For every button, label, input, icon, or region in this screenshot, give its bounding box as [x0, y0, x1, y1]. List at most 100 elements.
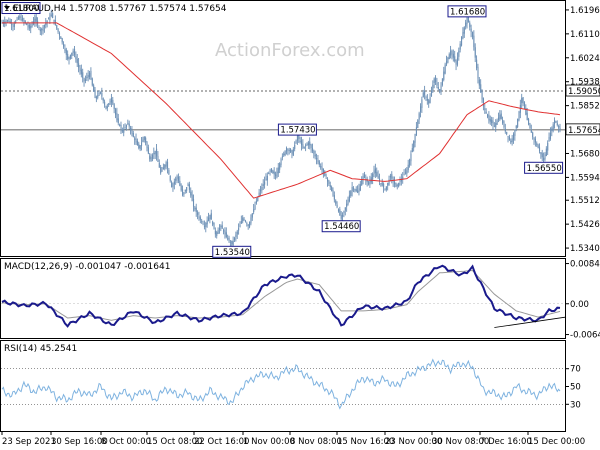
price-label-box [524, 161, 564, 174]
candle-body [301, 140, 303, 146]
candle-body [340, 215, 342, 219]
candle-body [355, 189, 357, 192]
price-label-box [212, 245, 252, 258]
candle-body [321, 167, 323, 171]
candle-body [231, 240, 233, 245]
candle-body [429, 97, 431, 103]
candle-body [521, 97, 523, 103]
candle-body [519, 104, 521, 113]
candle-body [244, 220, 247, 222]
candle-body [533, 137, 535, 140]
price-axis-label: 1.61105 [570, 30, 600, 40]
candle-body [456, 57, 459, 65]
price-label-text: 1.57430 [280, 126, 315, 136]
candle-body [454, 56, 456, 62]
level-axis-label: 1.59050 [568, 87, 600, 97]
candle-body [251, 213, 253, 218]
x-axis-label: 30 Nov 08:00 [432, 437, 489, 447]
candle-body [223, 230, 225, 232]
candle-body [254, 205, 256, 210]
candle-body [206, 220, 208, 225]
candle-body [166, 161, 169, 169]
candle-body [447, 57, 449, 63]
candle-body [89, 72, 91, 77]
candle-body [421, 99, 423, 108]
candle-body [530, 129, 532, 133]
candle-body [497, 117, 500, 120]
candle-body [68, 56, 70, 60]
candle-body [235, 234, 237, 238]
candle-body [45, 22, 47, 26]
candle-body [461, 36, 463, 46]
candle-body [439, 89, 441, 93]
candle-body [149, 155, 151, 160]
x-axis-label: 8 Oct 00:00 [101, 437, 151, 447]
macd-axis-label: 0.008452 [570, 260, 600, 270]
candle-body [492, 121, 494, 125]
candle-body [503, 121, 505, 128]
candle-body [136, 140, 138, 146]
candle-body [526, 112, 528, 121]
candle-body [332, 190, 334, 196]
candle-body [80, 69, 82, 75]
candle-body [554, 120, 556, 124]
rsi-axis-label: 30 [570, 400, 581, 410]
candle-body [212, 221, 214, 225]
candle-body [12, 25, 14, 27]
candle-body [6, 20, 9, 21]
candle-body [98, 93, 100, 95]
candle-body [280, 159, 282, 165]
candle-body [385, 186, 387, 190]
candle-body [42, 27, 44, 32]
x-axis-label: 1 Nov 00:00 [243, 437, 295, 447]
candle-body [391, 174, 393, 179]
candle-body [112, 99, 114, 104]
candle-body [525, 107, 527, 115]
candle-body [221, 225, 223, 229]
candle-body [143, 136, 145, 140]
candle-body [115, 109, 117, 115]
candle-body [352, 188, 355, 190]
candle-body [227, 238, 229, 240]
dropdown-triangle-icon[interactable] [4, 6, 10, 10]
candle-body [216, 232, 218, 236]
candle-body [16, 19, 18, 21]
candle-body [39, 29, 41, 32]
candle-body [234, 237, 236, 241]
candle-body [182, 189, 184, 196]
candle-body [298, 134, 300, 140]
candle-body [147, 147, 149, 154]
candle-body [128, 123, 130, 127]
candle-body [544, 154, 546, 160]
candle-body [489, 119, 491, 122]
candle-body [363, 174, 366, 178]
candle-body [56, 24, 58, 29]
candle-body [120, 124, 122, 129]
candle-body [91, 78, 93, 86]
candle-body [467, 16, 469, 23]
candle-body [309, 141, 311, 146]
candle-body [265, 178, 267, 181]
candle-body [8, 21, 10, 22]
candle-body [154, 150, 156, 155]
candle-body [517, 118, 519, 128]
candle-body [75, 56, 77, 60]
candle-body [109, 100, 111, 105]
candle-body [17, 17, 20, 20]
moving-average-line [2, 22, 561, 199]
candle-body [327, 178, 329, 182]
candle-body [384, 189, 386, 191]
candle-body [337, 209, 340, 212]
price-label-text: 1.54460 [324, 222, 359, 232]
candle-body [171, 182, 173, 188]
candle-body [262, 184, 264, 186]
candle-body [71, 52, 73, 56]
candle-body [220, 225, 222, 227]
x-axis-label: 15 Nov 16:00 [337, 437, 394, 447]
candle-body [73, 48, 76, 55]
candle-body [104, 101, 106, 105]
candle-body [482, 98, 485, 107]
candle-body [302, 144, 304, 149]
candle-body [5, 20, 7, 22]
macd-line [1, 264, 561, 328]
